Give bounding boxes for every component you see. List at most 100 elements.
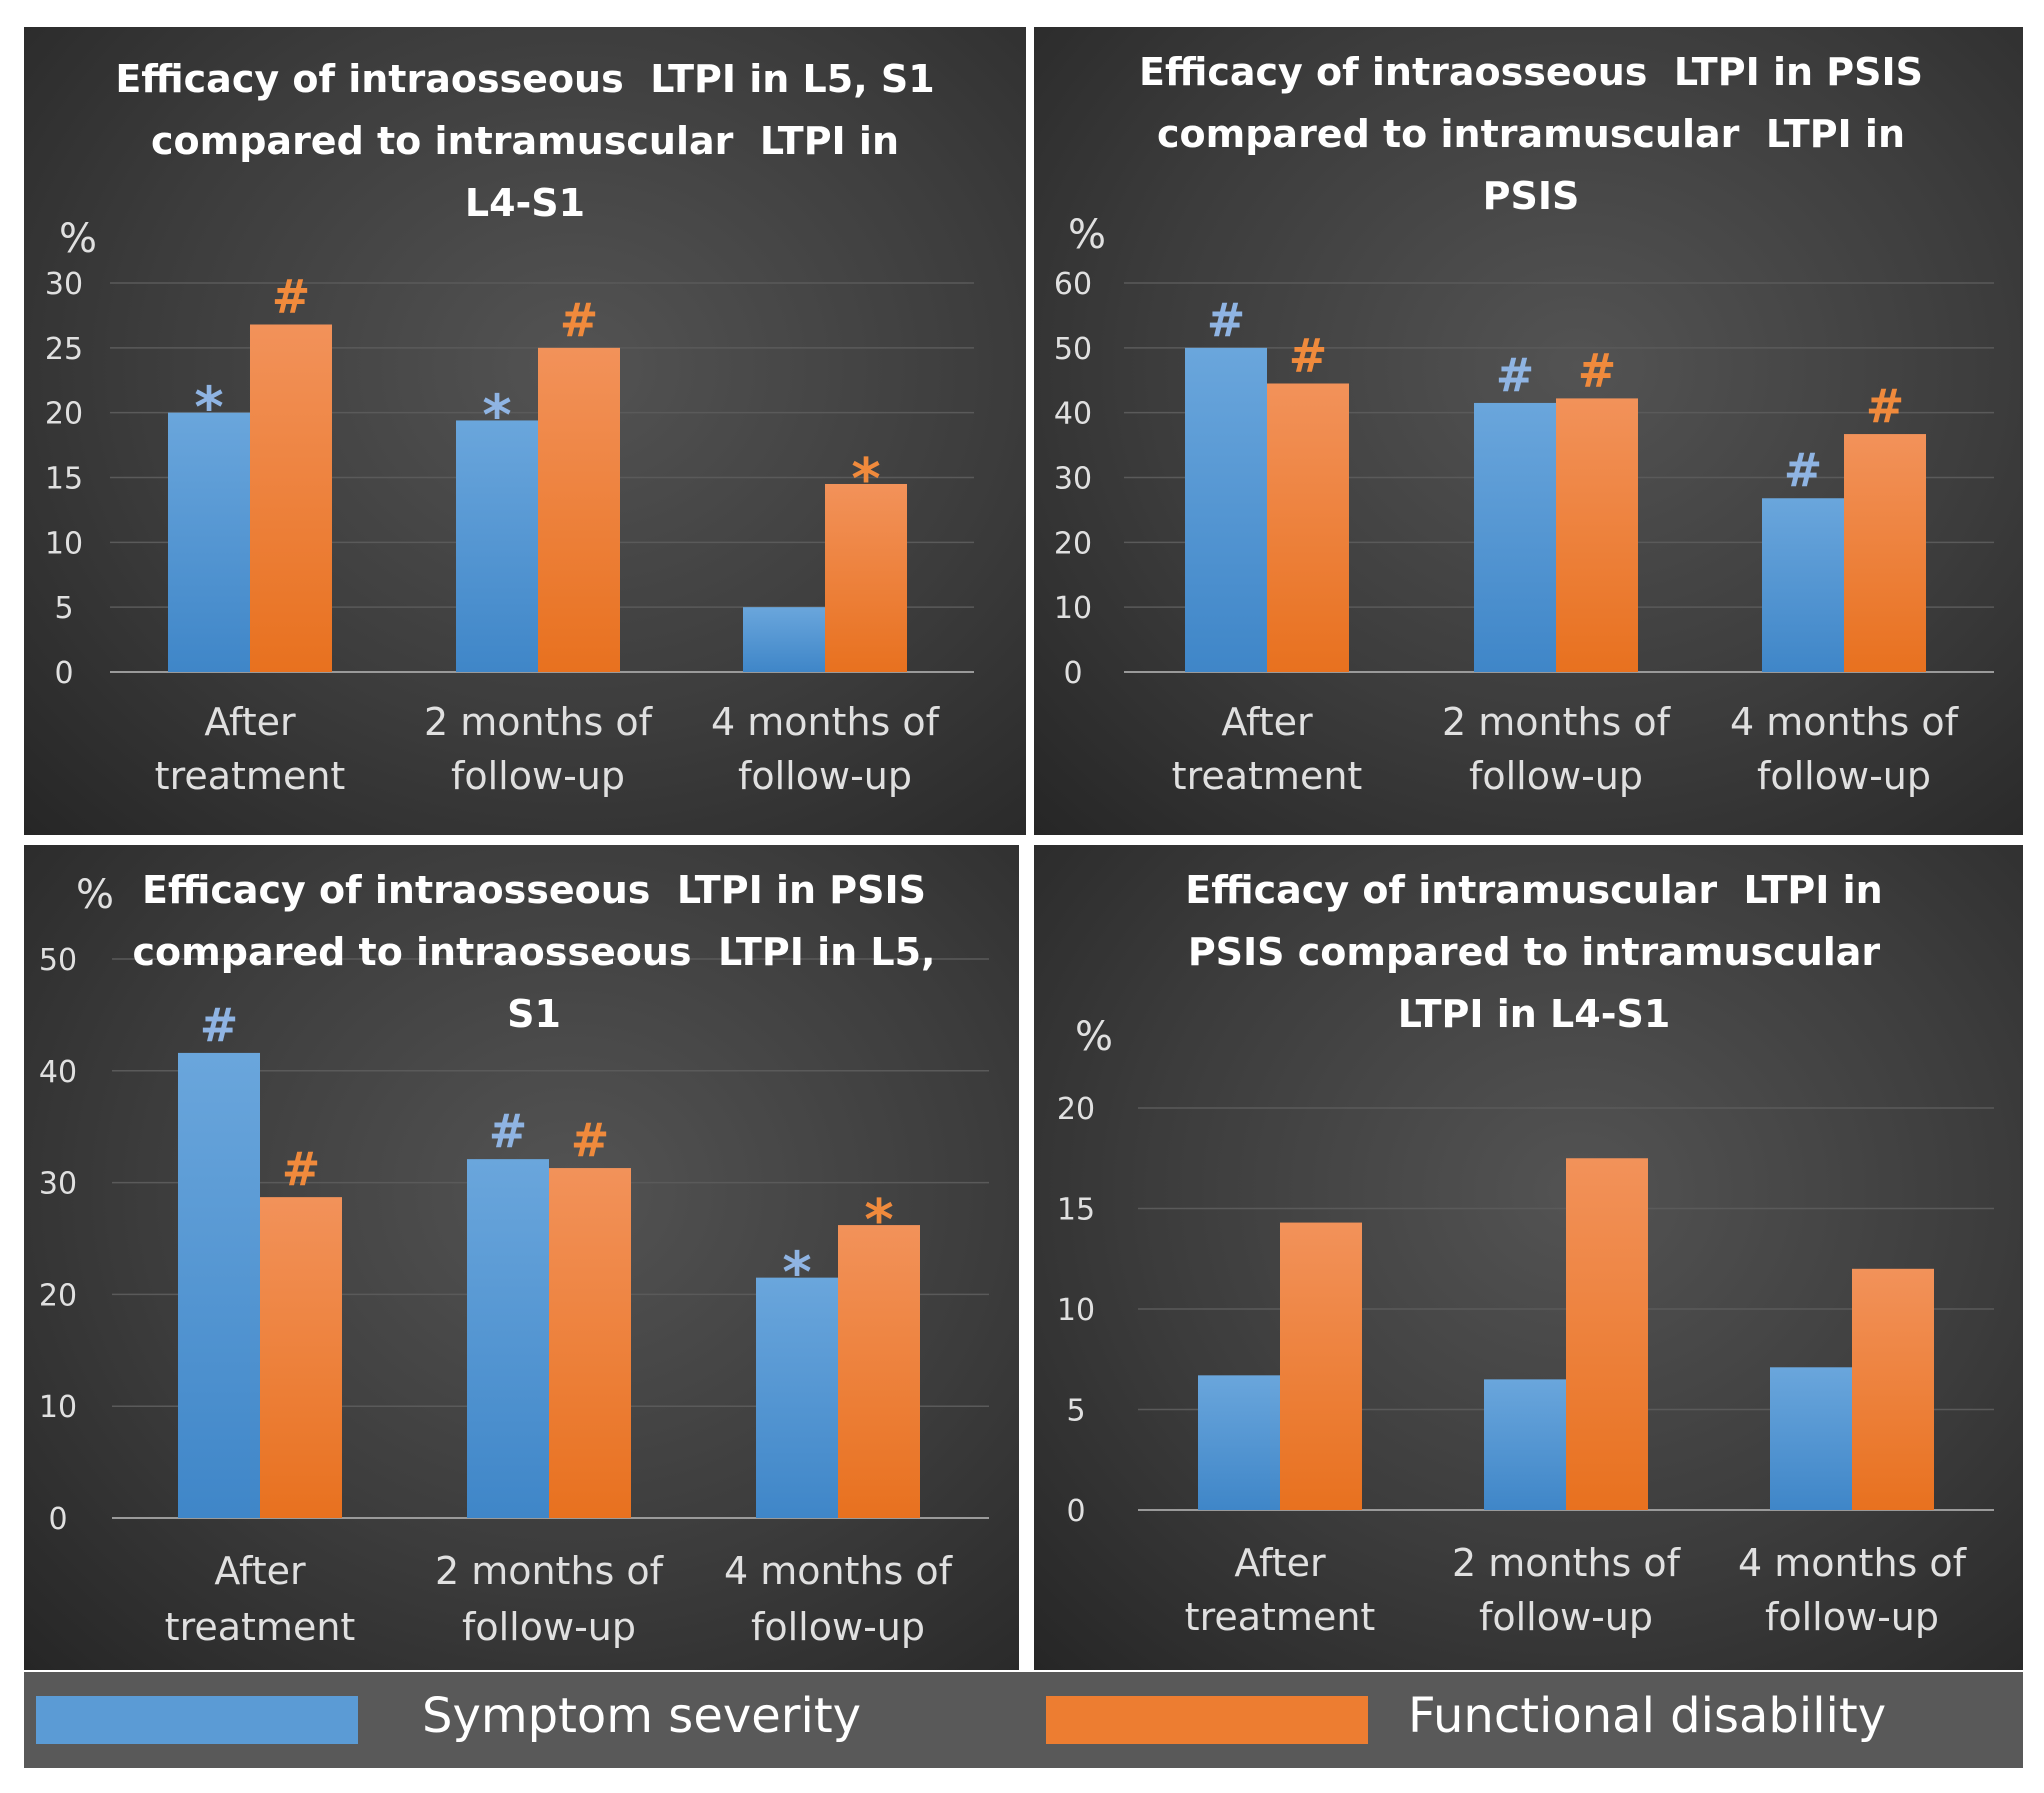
chart-title: PSIS compared to intramuscular	[1188, 930, 1881, 974]
x-category-label: follow-up	[738, 754, 912, 798]
significance-hash: #	[571, 1113, 610, 1167]
y-tick-label: 20	[45, 397, 83, 432]
chart-1: 0 5 10 15 20 25 30 * # After treatment * #2 months o…	[45, 57, 974, 798]
bar-functional-disability	[250, 324, 332, 672]
x-category-label: treatment	[155, 754, 346, 798]
y-tick-label: 5	[1066, 1394, 1085, 1429]
x-category-label: treatment	[1185, 1595, 1376, 1639]
y-tick-label: 60	[1054, 267, 1092, 302]
y-tick-label: 15	[45, 462, 83, 497]
y-tick-label: 25	[45, 332, 83, 367]
y-tick-label: 10	[1054, 591, 1092, 626]
legend-label-functional-disability: Functional disability	[1408, 1688, 1887, 1744]
bar-functional-disability	[1566, 1158, 1648, 1510]
bar-symptom-severity	[1198, 1375, 1280, 1510]
chart-3: 0 10 20 30 40 50 # # After treatment # #2 months of…	[39, 868, 989, 1649]
chart-panel-4: 0 5 10 15 20 After treatment 2 months of follow-…	[1034, 845, 2023, 1670]
x-category-label: follow-up	[451, 754, 625, 798]
bar-symptom-severity	[467, 1159, 549, 1518]
x-category-label: 2 months of	[435, 1549, 665, 1593]
x-category-label: 4 months of	[1738, 1541, 1968, 1585]
y-tick-label: 0	[48, 1502, 67, 1537]
y-tick-label: 30	[45, 267, 83, 302]
significance-hash: #	[1207, 293, 1246, 347]
x-category-label: follow-up	[1469, 754, 1643, 798]
chart-title: compared to intramuscular LTPI in	[151, 119, 899, 163]
chart-panel-3: 0 10 20 30 40 50 # # After treatment # #2 months of…	[24, 845, 1019, 1670]
legend-label-symptom-severity: Symptom severity	[422, 1688, 862, 1744]
x-category-label: 4 months of	[711, 700, 941, 744]
y-tick-label: 50	[1054, 332, 1092, 367]
y-tick-label: 5	[54, 591, 73, 626]
bar-functional-disability	[538, 347, 620, 672]
chart-title: Efficacy of intraosseous LTPI in L5, S1	[115, 57, 934, 101]
significance-asterisk: *	[194, 376, 223, 441]
chart-title: compared to intramuscular LTPI in	[1157, 112, 1905, 156]
chart-4: 0 5 10 15 20 After treatment 2 months of follow-…	[1057, 868, 1994, 1639]
bar-symptom-severity	[168, 412, 250, 672]
bar-symptom-severity	[1474, 402, 1556, 672]
legend-swatch-symptom-severity	[36, 1696, 358, 1744]
significance-hash: #	[200, 998, 239, 1052]
y-tick-label: 10	[39, 1390, 77, 1425]
x-category-label: After	[1221, 700, 1313, 744]
x-category-label: After	[204, 700, 296, 744]
significance-asterisk: *	[851, 447, 880, 512]
chart-2: 0 10 20 30 40 50 60 # # After treatment # #2 months …	[1054, 50, 1994, 798]
y-tick-label: 30	[39, 1167, 77, 1202]
bar-symptom-severity	[1484, 1379, 1566, 1510]
chart-title: Efficacy of intraosseous LTPI in PSIS	[142, 868, 926, 912]
y-axis-label: %	[1075, 1014, 1113, 1060]
bar-symptom-severity	[1770, 1367, 1852, 1510]
significance-hash: #	[1784, 443, 1823, 497]
bar-symptom-severity	[1762, 498, 1844, 672]
bar-functional-disability	[825, 483, 907, 672]
significance-hash: #	[1496, 348, 1535, 402]
bar-symptom-severity	[456, 420, 538, 672]
x-category-label: treatment	[1172, 754, 1363, 798]
y-tick-label: 10	[1057, 1293, 1095, 1328]
bar-symptom-severity	[1185, 347, 1267, 672]
bar-functional-disability	[1280, 1222, 1362, 1510]
bar-functional-disability	[1267, 383, 1349, 672]
x-category-label: treatment	[165, 1605, 356, 1649]
bar-symptom-severity	[756, 1277, 838, 1518]
y-tick-label: 50	[39, 943, 77, 978]
x-category-label: 2 months of	[1442, 700, 1672, 744]
x-category-label: follow-up	[1757, 754, 1931, 798]
significance-hash: #	[282, 1142, 321, 1196]
x-category-label: After	[214, 1549, 306, 1593]
chart-title: Efficacy of intraosseous LTPI in PSIS	[1139, 50, 1923, 94]
y-axis-label: %	[59, 216, 97, 262]
y-tick-label: 30	[1054, 462, 1092, 497]
bar-functional-disability	[838, 1225, 920, 1518]
x-category-label: After	[1234, 1541, 1326, 1585]
chart-title: PSIS	[1483, 174, 1580, 218]
x-category-label: follow-up	[1765, 1595, 1939, 1639]
x-category-label: 2 months of	[1452, 1541, 1682, 1585]
y-tick-label: 15	[1057, 1193, 1095, 1228]
significance-asterisk: *	[864, 1188, 893, 1253]
legend-swatch-functional-disability	[1046, 1696, 1368, 1744]
bar-functional-disability	[260, 1197, 342, 1518]
x-category-label: 2 months of	[424, 700, 654, 744]
y-tick-label: 40	[39, 1055, 77, 1090]
bar-functional-disability	[1852, 1268, 1934, 1510]
y-tick-label: 20	[39, 1278, 77, 1313]
y-axis-label: %	[1068, 212, 1106, 258]
y-tick-label: 0	[1063, 656, 1082, 691]
significance-hash: #	[1578, 343, 1617, 397]
significance-hash: #	[272, 269, 311, 323]
y-tick-label: 20	[1054, 526, 1092, 561]
chart-title: compared to intraosseous LTPI in L5,	[133, 930, 936, 974]
bar-functional-disability	[1556, 398, 1638, 672]
bar-symptom-severity	[743, 607, 825, 672]
y-tick-label: 10	[45, 526, 83, 561]
chart-title: LTPI in L4-S1	[1398, 992, 1671, 1036]
legend: Symptom severity Functional disability	[24, 1672, 2023, 1768]
y-tick-label: 40	[1054, 397, 1092, 432]
y-tick-label: 0	[54, 656, 73, 691]
x-category-label: follow-up	[462, 1605, 636, 1649]
significance-asterisk: *	[482, 383, 511, 448]
x-category-label: follow-up	[751, 1605, 925, 1649]
